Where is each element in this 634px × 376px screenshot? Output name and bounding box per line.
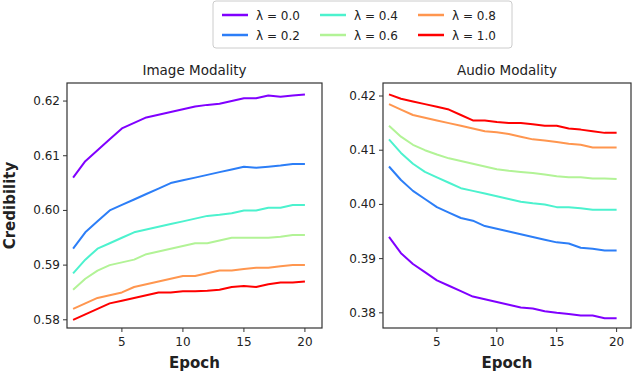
subplot-title: Image Modality: [142, 62, 246, 78]
series-line: [73, 235, 305, 290]
y-tick-label: 0.42: [349, 89, 376, 103]
x-tick: [304, 328, 305, 332]
x-tick: [243, 328, 244, 332]
subplot: 5 10 15 20 0.58 0.59 0.60 0.61 0.62 Image Modalit…: [1, 62, 322, 372]
subplot-title: Audio Modality: [457, 62, 557, 78]
figure: 5 10 15 20 0.58 0.59 0.60 0.61 0.62 Image Modalit…: [0, 0, 634, 376]
x-tick: [616, 328, 617, 332]
lines: [389, 94, 617, 318]
subplot: 5 10 15 20 0.38 0.39 0.40 0.41 0.42 Audio Modalit…: [349, 62, 631, 372]
x-tick-label: 10: [489, 335, 504, 349]
series-line: [389, 104, 617, 147]
series-line: [73, 282, 305, 320]
legend-label: λ = 0.6: [354, 29, 398, 43]
y-tick: [63, 155, 67, 156]
y-tick: [63, 319, 67, 320]
frame: [67, 83, 322, 328]
legend-swatch: [222, 14, 248, 17]
y-tick: [63, 210, 67, 211]
series-line: [73, 205, 305, 273]
y-tick-label: 0.38: [349, 306, 376, 320]
legend-label: λ = 0.0: [256, 9, 300, 23]
x-tick-label: 10: [175, 335, 190, 349]
x-label: Epoch: [482, 354, 533, 372]
x-tick-label: 5: [433, 335, 441, 349]
x-tick: [496, 328, 497, 332]
x-tick-label: 15: [236, 335, 251, 349]
y-tick: [379, 96, 383, 97]
x-tick: [182, 328, 183, 332]
x-tick: [556, 328, 557, 332]
legend-label: λ = 1.0: [452, 29, 496, 43]
legend-box: [213, 1, 512, 48]
series-line: [73, 164, 305, 249]
series-line: [73, 265, 305, 309]
legend-swatch: [320, 14, 346, 17]
x-tick-label: 5: [118, 335, 126, 349]
y-tick-label: 0.41: [349, 143, 376, 157]
y-tick-label: 0.59: [33, 258, 60, 272]
y-label: Credibility: [1, 161, 19, 249]
lines: [73, 94, 305, 319]
series-line: [389, 237, 617, 318]
legend: λ = 0.0 λ = 0.2 λ = 0.4 λ = 0.6 λ = 0.8 λ = 1…: [213, 1, 512, 48]
y-tick: [379, 204, 383, 205]
x-tick-label: 20: [609, 335, 624, 349]
series-line: [73, 94, 305, 177]
frame: [383, 83, 631, 328]
legend-swatch: [418, 34, 444, 37]
legend-label: λ = 0.8: [452, 9, 496, 23]
y-tick-label: 0.40: [349, 197, 376, 211]
y-tick: [379, 258, 383, 259]
legend-label: λ = 0.2: [256, 29, 300, 43]
series-line: [389, 94, 617, 132]
legend-label: λ = 0.4: [354, 9, 398, 23]
legend-swatch: [320, 34, 346, 37]
y-tick: [379, 312, 383, 313]
x-tick-label: 15: [549, 335, 564, 349]
x-tick-label: 20: [297, 335, 312, 349]
legend-swatch: [222, 34, 248, 37]
x-tick: [121, 328, 122, 332]
legend-swatch: [418, 14, 444, 17]
y-tick-label: 0.62: [33, 94, 60, 108]
y-tick: [379, 150, 383, 151]
y-tick-label: 0.61: [33, 149, 60, 163]
y-tick-label: 0.60: [33, 203, 60, 217]
x-tick: [436, 328, 437, 332]
y-tick: [63, 101, 67, 102]
x-label: Epoch: [169, 354, 220, 372]
y-tick-label: 0.39: [349, 252, 376, 266]
y-tick-label: 0.58: [33, 313, 60, 327]
y-tick: [63, 265, 67, 266]
